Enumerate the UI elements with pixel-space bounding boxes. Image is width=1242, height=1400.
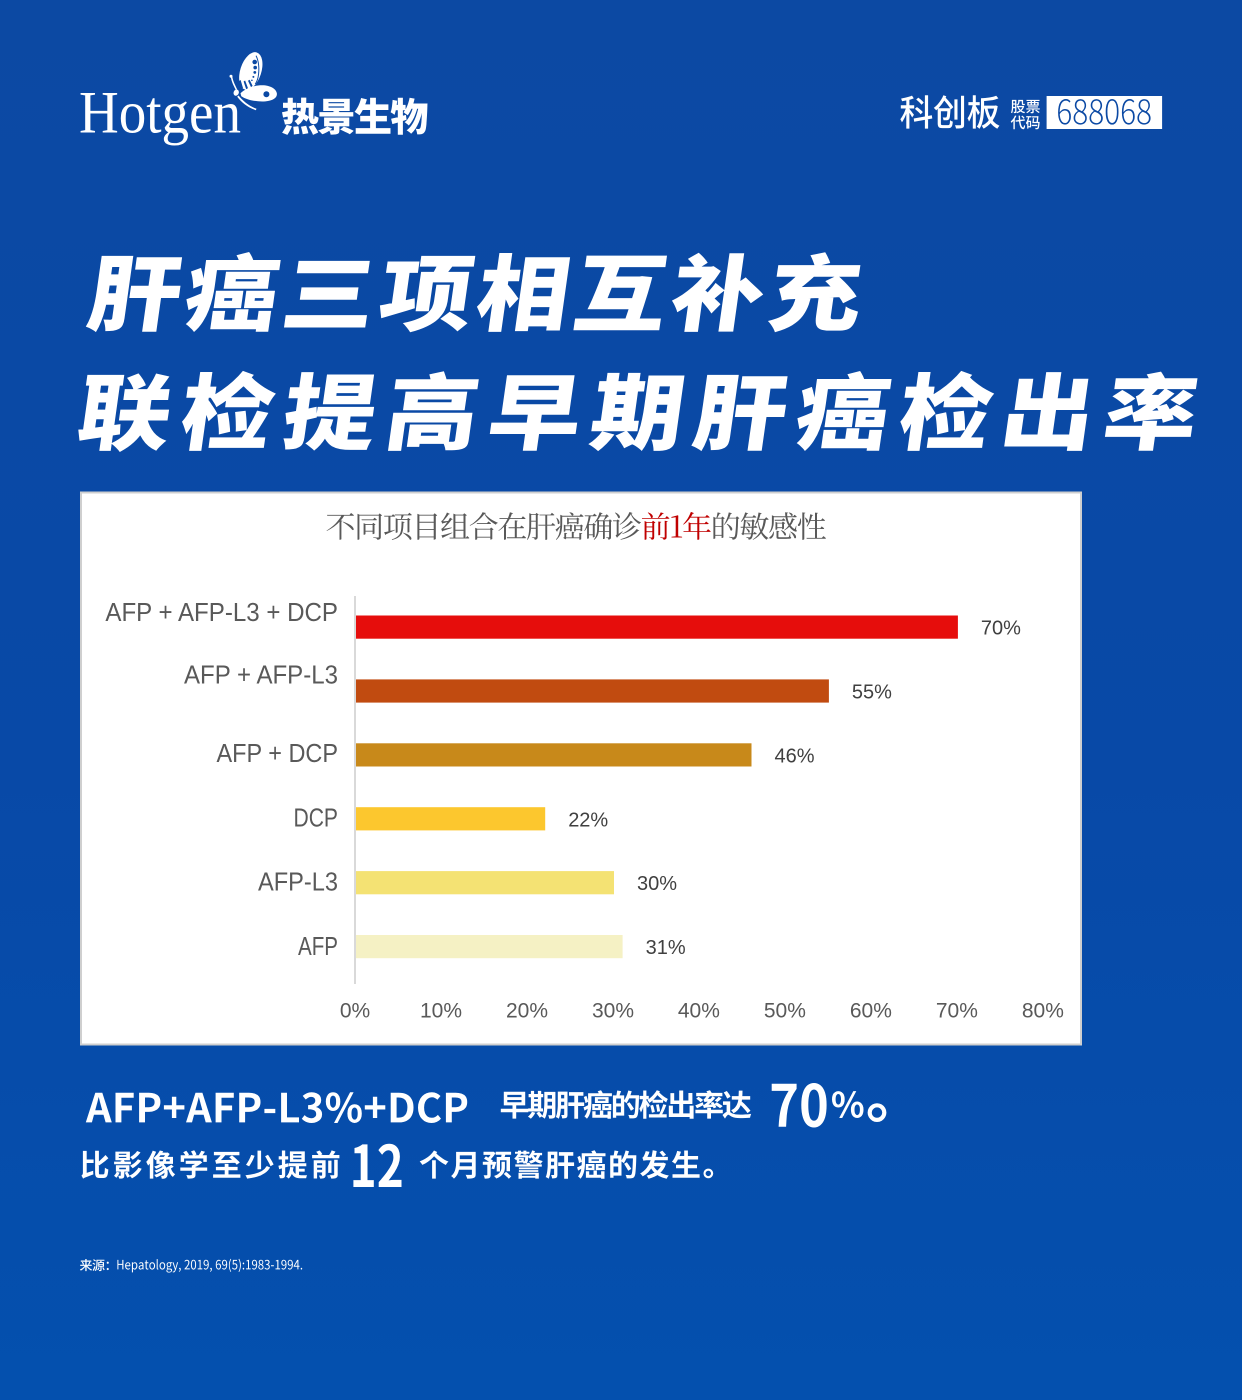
svg-text:70%: 70% <box>981 618 1021 640</box>
svg-text:30%: 30% <box>592 999 634 1022</box>
svg-text:DCP: DCP <box>294 802 339 832</box>
svg-text:70%: 70% <box>936 999 978 1022</box>
svg-text:80%: 80% <box>1022 999 1064 1022</box>
svg-text:60%: 60% <box>850 999 892 1022</box>
svg-text:50%: 50% <box>764 999 806 1022</box>
svg-text:30%: 30% <box>637 873 677 895</box>
svg-text:46%: 46% <box>775 745 815 767</box>
svg-text:AFP-L3: AFP-L3 <box>258 867 338 897</box>
svg-text:AFP + DCP: AFP + DCP <box>217 738 339 768</box>
svg-text:40%: 40% <box>678 999 720 1022</box>
svg-text:0%: 0% <box>340 999 370 1022</box>
svg-text:AFP + AFP-L3 + DCP: AFP + AFP-L3 + DCP <box>105 597 338 627</box>
svg-text:31%: 31% <box>646 937 686 959</box>
svg-text:55%: 55% <box>852 682 892 704</box>
svg-text:20%: 20% <box>506 999 548 1022</box>
svg-text:AFP + AFP-L3: AFP + AFP-L3 <box>184 660 338 690</box>
svg-text:10%: 10% <box>420 999 462 1022</box>
svg-text:Hotgen: Hotgen <box>79 80 241 146</box>
svg-text:AFP: AFP <box>298 931 338 961</box>
svg-text:22%: 22% <box>568 809 608 831</box>
